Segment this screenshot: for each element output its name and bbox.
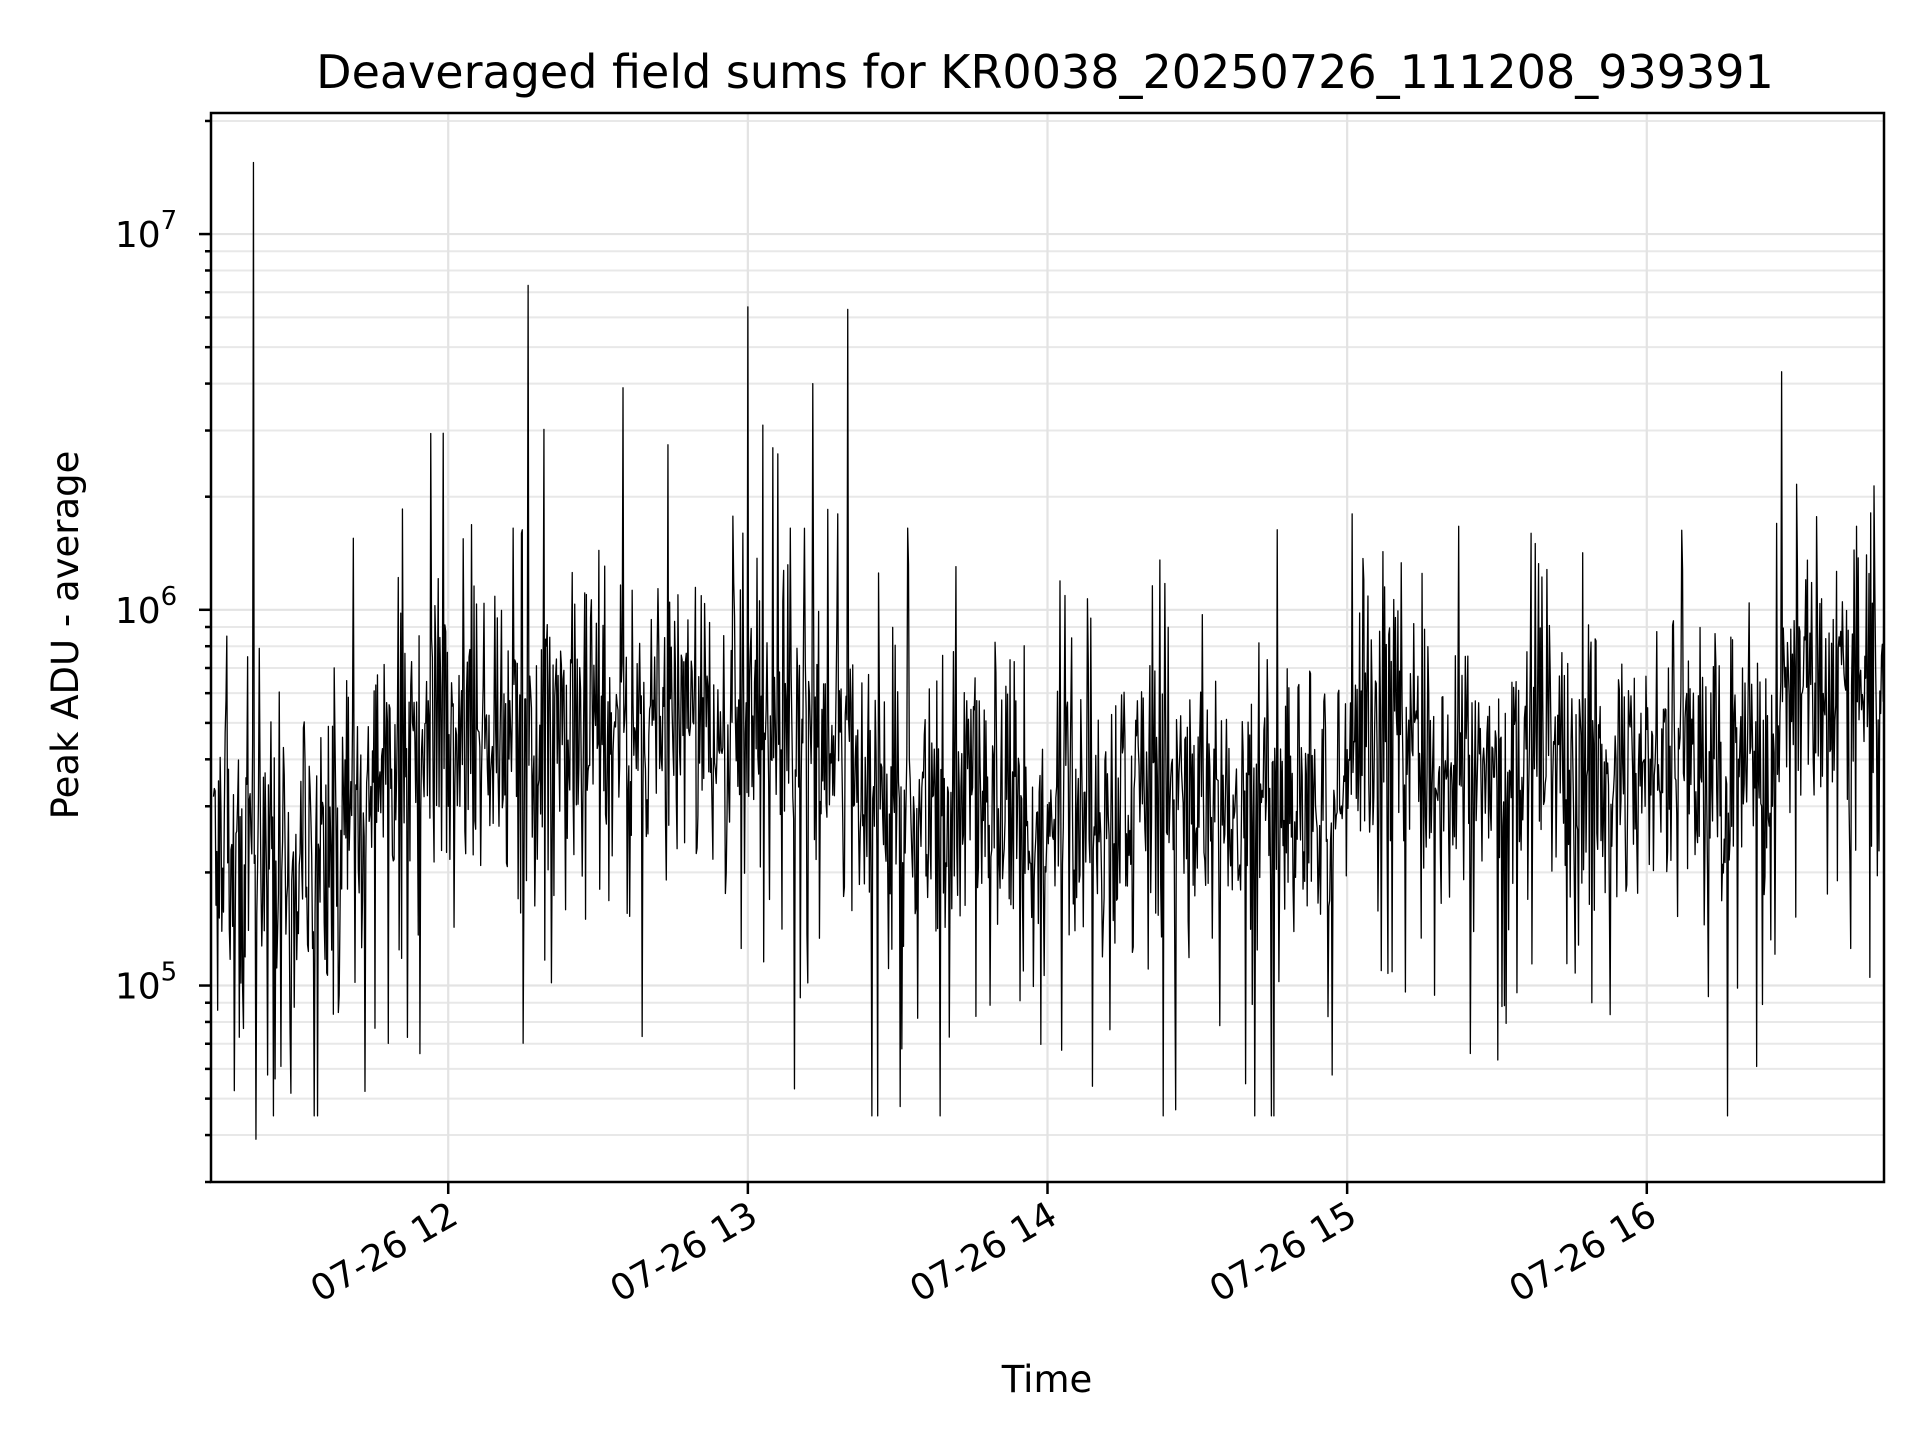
x-tick-label: 07-26 15 xyxy=(1203,1194,1364,1310)
grid xyxy=(211,113,1884,1183)
chart-title: Deaveraged field sums for KR0038_2025072… xyxy=(316,45,1774,99)
y-axis-label: Peak ADU - average xyxy=(44,451,87,820)
x-tick-label: 07-26 13 xyxy=(604,1194,765,1310)
y-axis-ticks: 105 106 107 xyxy=(115,119,211,1184)
x-axis-ticks: 07-26 12 07-26 13 07-26 14 07-26 15 07-26 16 xyxy=(304,1182,1663,1311)
x-tick-label: 07-26 16 xyxy=(1503,1194,1664,1310)
plot-frame xyxy=(209,111,1886,1184)
series-line xyxy=(212,161,1885,1140)
x-axis-label: Time xyxy=(1001,1358,1093,1401)
x-tick-label: 07-26 12 xyxy=(304,1194,465,1310)
x-tick-label: 07-26 14 xyxy=(903,1194,1064,1310)
y-tick-label: 106 xyxy=(115,582,177,632)
y-tick-label: 107 xyxy=(115,206,177,256)
y-tick-label: 105 xyxy=(115,958,177,1008)
